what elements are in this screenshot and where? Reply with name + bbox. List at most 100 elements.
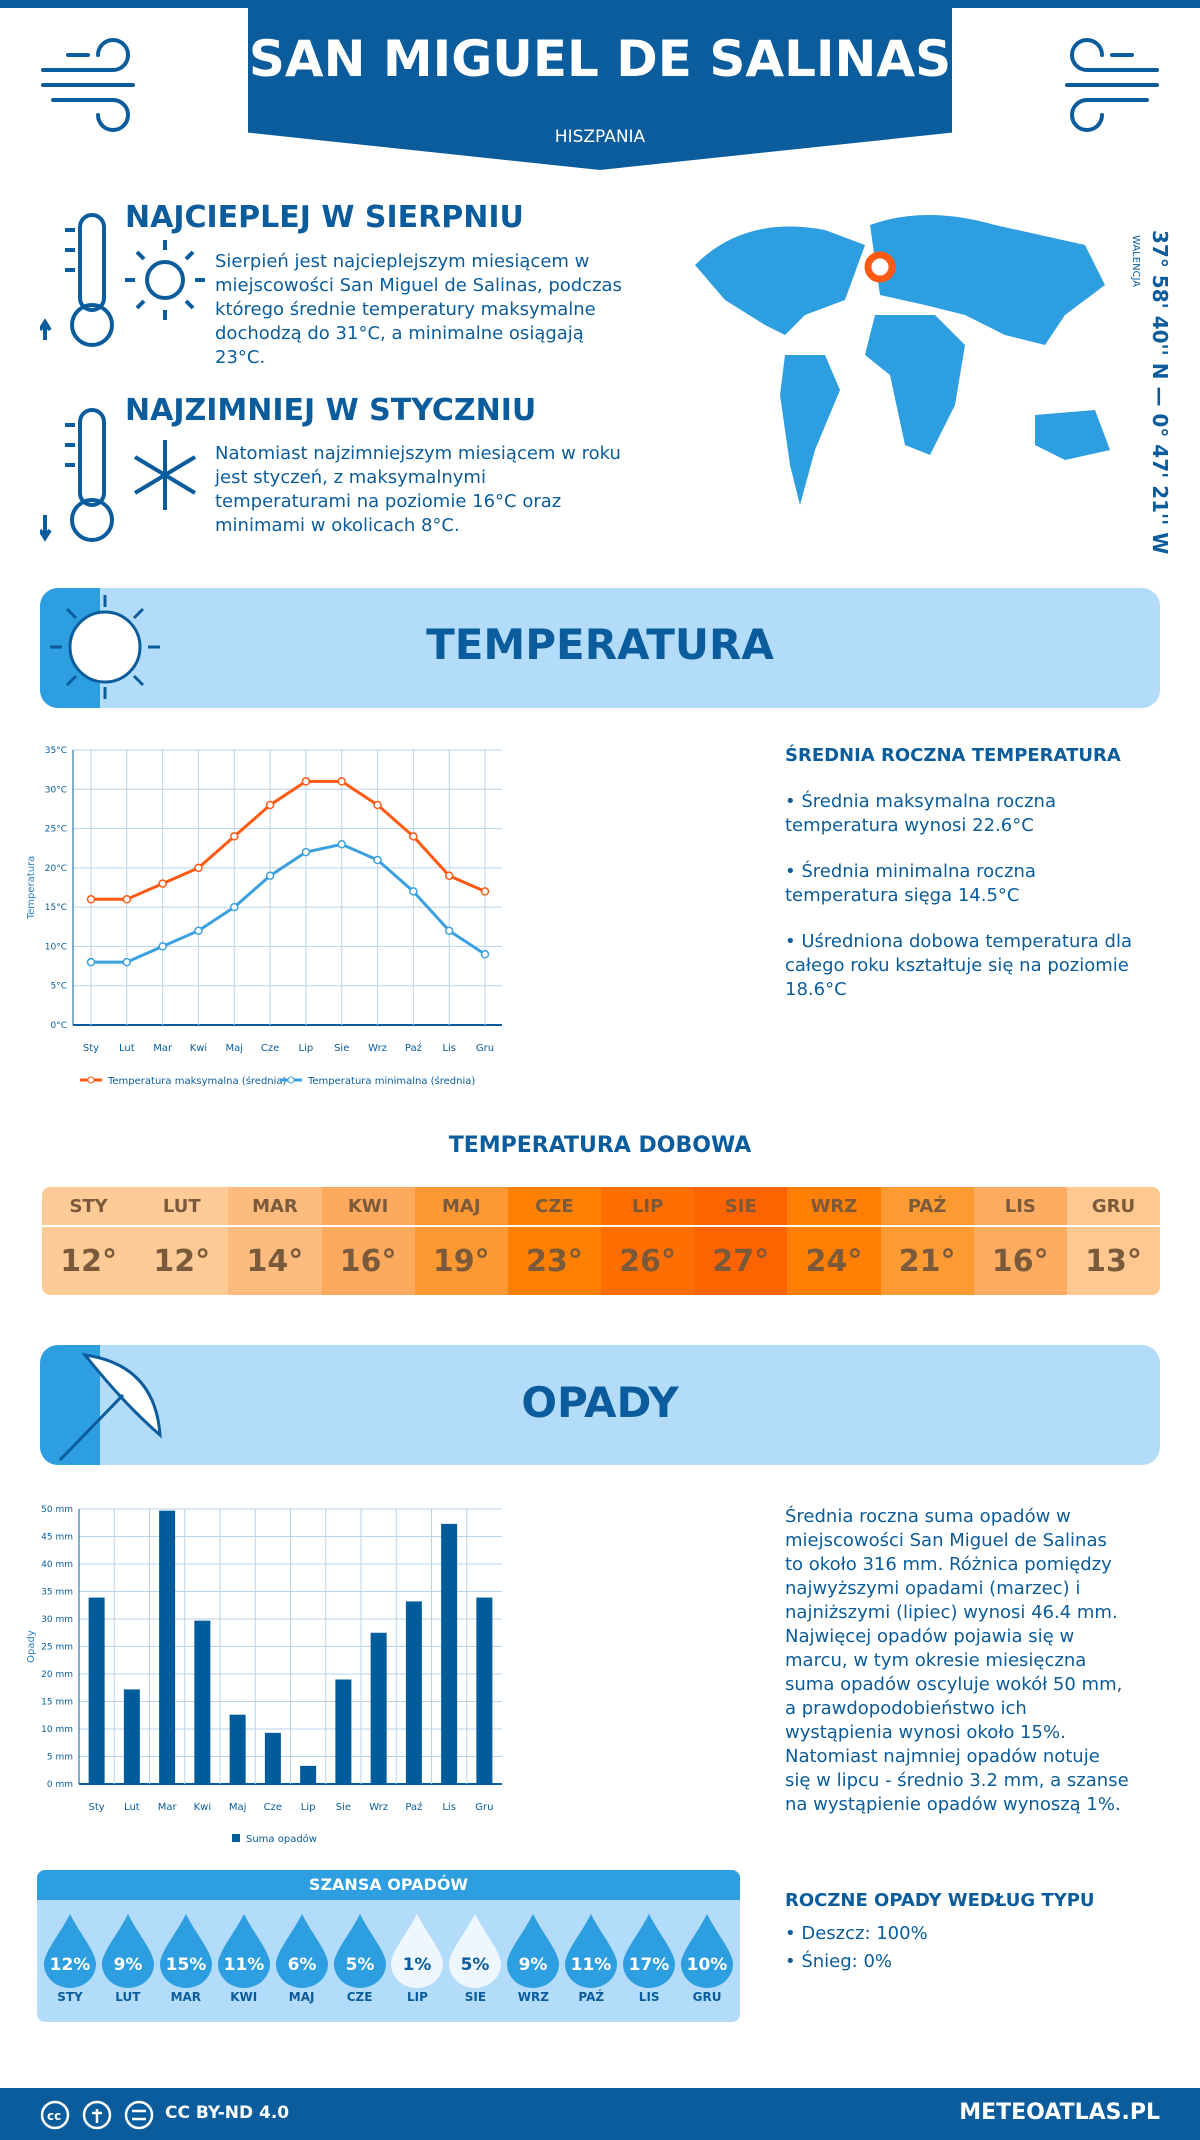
legend-marker [87, 1076, 95, 1084]
daily-temp-cell: LUT 12° [135, 1187, 229, 1295]
y-tick-label: 0°C [50, 1021, 67, 1031]
temperature-chart: 0°C 5°C 10°C 15°C 20°C 25°C 30°C 35°C Sty Lut Mar K… [26, 746, 502, 1087]
precip-chance-item: 11% PAŹ [562, 1900, 620, 2004]
data-point [158, 942, 167, 951]
x-tick-label: Kwi [190, 1043, 208, 1054]
daily-value: 23° [526, 1243, 583, 1279]
precip-chance-item: 5% SIE [446, 1900, 504, 2004]
svg-text:cc: cc [47, 2109, 61, 2123]
precip-chance-item: 10% GRU [678, 1900, 736, 2004]
title-banner [248, 0, 952, 170]
umbrella-icon [58, 1352, 162, 1462]
data-point [337, 777, 346, 786]
warmest-heading: NAJCIEPLEJ W SIERPNIU [125, 200, 524, 235]
chance-value: 11% [571, 1955, 612, 1975]
data-point [301, 777, 311, 786]
chance-value: 1% [403, 1955, 432, 1975]
daily-value: 26° [619, 1243, 676, 1279]
x-tick-label: Wrz [369, 1802, 388, 1813]
data-point [444, 871, 454, 880]
x-tick-label: Cze [264, 1802, 282, 1813]
country-label: HISZPANIA [554, 127, 646, 147]
daily-temp-cell: KWI 16° [321, 1187, 415, 1295]
data-point [337, 840, 346, 849]
chance-value: 9% [113, 1955, 142, 1975]
daily-value: 13° [1085, 1243, 1142, 1279]
y-tick-label: 5°C [50, 982, 67, 992]
bar [335, 1679, 352, 1784]
daily-month: LUT [135, 1187, 229, 1227]
wind-icon-left [41, 38, 135, 132]
bar [264, 1732, 281, 1784]
y-tick-label: 10 mm [41, 1725, 73, 1735]
region-label: WALENCJA [1130, 235, 1141, 288]
y-tick-label: 45 mm [41, 1533, 73, 1543]
precip-summary: Średnia roczna suma opadów w miejscowośc… [785, 1506, 1118, 1623]
x-tick-label: Lut [124, 1802, 140, 1813]
data-point [194, 926, 203, 935]
x-tick-label: Sie [336, 1802, 351, 1813]
annual-temp-bullet: • Średnia minimalna roczna temperatura s… [785, 861, 1036, 906]
daily-value: 19° [432, 1243, 490, 1279]
x-tick-label: Lip [301, 1802, 316, 1813]
y-tick-label: 10°C [45, 942, 67, 952]
bar [476, 1597, 493, 1784]
x-tick-label: Lis [442, 1802, 456, 1813]
legend-swatch [232, 1834, 240, 1842]
x-tick-label: Gru [475, 1802, 493, 1813]
y-tick-label: 25°C [45, 825, 67, 835]
y-tick-label: 15 mm [41, 1698, 73, 1708]
daily-month: PAŹ [880, 1187, 974, 1227]
raindrop-icon: 5% [449, 1914, 502, 1988]
annual-temp-bullet: • Uśredniona dobowa temperatura dla całe… [785, 931, 1133, 1000]
cc-license-icons: cc [40, 2100, 154, 2130]
legend-label: Suma opadów [246, 1833, 317, 1845]
x-tick-label: Gru [476, 1043, 494, 1054]
coordinates: 37° 58' 40'' N — 0° 47' 21'' W [1148, 230, 1172, 555]
raindrop-icon: 9% [507, 1914, 560, 1988]
legend-label: Temperatura minimalna (średnia) [307, 1075, 475, 1087]
x-tick-label: Mar [153, 1043, 173, 1054]
y-tick-label: 25 mm [41, 1643, 73, 1653]
chance-value: 15% [165, 1955, 206, 1975]
x-tick-label: Lut [119, 1043, 135, 1054]
chance-value: 9% [519, 1955, 548, 1975]
temperature-title: TEMPERATURA [426, 620, 774, 669]
data-point [86, 895, 96, 904]
coldest-text: Natomiast najzimniejszym miesiącem w rok… [215, 443, 621, 536]
daily-month: STY [42, 1187, 136, 1227]
y-tick-label: 40 mm [41, 1560, 73, 1570]
daily-temp-table: STY 12° LUT 12° MAR 14° KWI 16° MAJ 19° CZE 23° LIP 2… [42, 1187, 1160, 1295]
y-tick-label: 5 mm [47, 1753, 73, 1763]
raindrop-icon: 1% [391, 1914, 444, 1988]
data-point [444, 926, 454, 935]
bar [405, 1601, 422, 1784]
raindrop-icon: 15% [159, 1914, 212, 1988]
daily-month: GRU [1066, 1187, 1160, 1227]
y-tick-label: 15°C [45, 903, 67, 913]
world-map [695, 215, 1110, 505]
daily-temp-cell: MAR 14° [228, 1187, 322, 1295]
daily-value: 12° [60, 1243, 117, 1279]
x-tick-label: Paź [405, 1042, 422, 1054]
daily-month: SIE [694, 1187, 788, 1227]
site-link[interactable]: METEOATLAS.PL [959, 2100, 1160, 2125]
chance-value: 6% [287, 1955, 316, 1975]
daily-value: 21° [898, 1243, 956, 1279]
x-tick-label: Sty [89, 1802, 105, 1813]
raindrop-icon: 17% [623, 1914, 676, 1988]
daily-month: MAJ [414, 1187, 508, 1227]
precip-type-snow: • Śnieg: 0% [785, 1951, 893, 1972]
chance-month: STY [57, 1990, 83, 2004]
precip-chance-item: 12% STY [41, 1900, 99, 2004]
bar [123, 1689, 140, 1784]
bar [159, 1510, 176, 1784]
precip-chance-heading: SZANSA OPADÓW [37, 1870, 740, 1900]
precip-banner [40, 1345, 1160, 1465]
data-point [122, 957, 132, 967]
x-tick-label: Maj [225, 1043, 243, 1054]
data-point [480, 887, 490, 896]
chance-month: GRU [692, 1990, 722, 2004]
raindrop-icon: 11% [217, 1914, 270, 1988]
y-axis-label: Temperatura [26, 856, 37, 921]
